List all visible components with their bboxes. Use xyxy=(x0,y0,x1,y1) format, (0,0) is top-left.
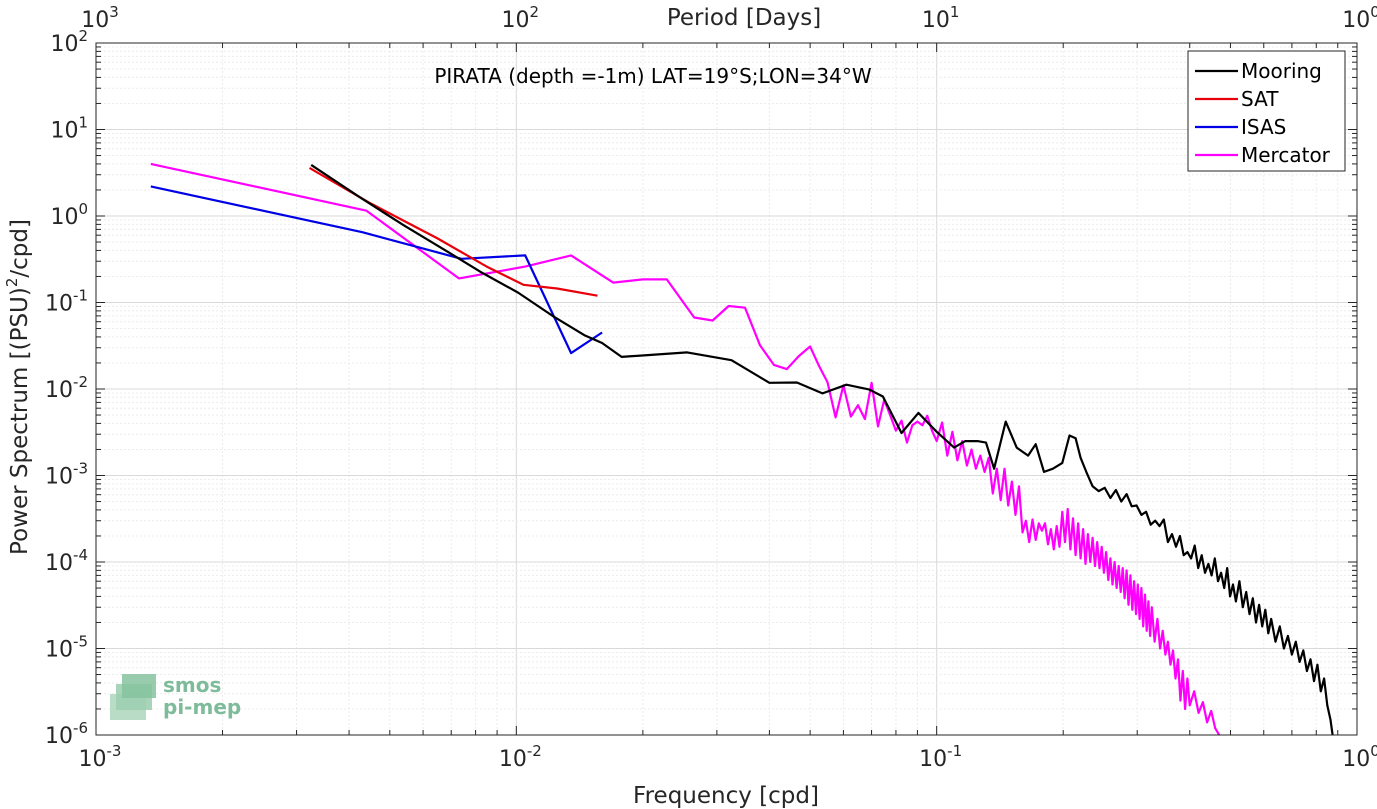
y-tick-label-base: 10 xyxy=(45,724,73,749)
y-tick-label-exp: -2 xyxy=(73,373,88,391)
smos-pi-mep-logo: smos pi-mep xyxy=(110,673,241,720)
top-tick-label: 103 xyxy=(81,3,119,33)
legend-label-sat: SAT xyxy=(1241,87,1279,111)
y-tick-label-exp: -3 xyxy=(73,460,88,478)
top-tick-labels: 103 102 101 100 xyxy=(81,3,1377,33)
x-tick-label-exp: -1 xyxy=(947,742,962,760)
y-tick-label-exp: -4 xyxy=(73,546,88,564)
legend-label-mercator: Mercator xyxy=(1241,143,1331,167)
legend: Mooring SAT ISAS Mercator xyxy=(1187,50,1346,172)
y-axis-label-sup: 2 xyxy=(3,278,21,288)
x-tick-label: 10-1 xyxy=(919,742,962,772)
top-tick-label: 102 xyxy=(502,3,540,33)
series-layer xyxy=(150,162,1334,736)
logo-text-pimep: pi-mep xyxy=(163,695,241,719)
x-tick-label-exp: 0 xyxy=(1370,742,1377,760)
x-tick-label-base: 10 xyxy=(79,747,107,772)
y-tick-label: 10-1 xyxy=(45,287,88,317)
y-tick-label-base: 10 xyxy=(50,205,78,230)
top-tick-label: 101 xyxy=(922,3,960,33)
top-tick-label-exp: 0 xyxy=(1370,3,1377,21)
top-tick-label-exp: 1 xyxy=(950,3,960,21)
top-tick-label-exp: 2 xyxy=(530,3,540,21)
y-tick-label-base: 10 xyxy=(45,378,73,403)
top-tick-label-exp: 3 xyxy=(109,3,119,21)
x-axis-label: Frequency [cpd] xyxy=(633,783,819,809)
y-tick-label: 10-3 xyxy=(45,460,88,490)
y-tick-label-exp: -6 xyxy=(73,719,88,737)
chart-title: PIRATA (depth =-1m) LAT=19°S;LON=34°W xyxy=(434,64,872,88)
y-tick-label: 102 xyxy=(50,27,88,57)
series-line-mercator xyxy=(150,162,1221,736)
tick-marks xyxy=(95,42,1358,736)
y-axis-label-tail: /cpd] xyxy=(7,219,33,278)
y-tick-label: 10-5 xyxy=(45,633,88,663)
x-tick-label-exp: -3 xyxy=(107,742,122,760)
y-tick-label-base: 10 xyxy=(45,638,73,663)
x-tick-labels: 10-3 10-2 10-1 100 xyxy=(79,742,1377,772)
y-tick-label-base: 10 xyxy=(50,32,78,57)
series-line-isas xyxy=(150,185,603,355)
top-tick-label-base: 10 xyxy=(502,8,530,33)
x-tick-label-base: 10 xyxy=(919,747,947,772)
top-tick-label: 100 xyxy=(1342,3,1377,33)
y-tick-label: 10-6 xyxy=(45,719,88,749)
series-line-mooring xyxy=(310,163,1334,736)
y-tick-label-exp: -5 xyxy=(73,633,88,651)
x-tick-label-exp: -2 xyxy=(527,742,542,760)
y-tick-label: 100 xyxy=(50,200,88,230)
y-tick-label-exp: 2 xyxy=(78,27,88,45)
x-tick-label-base: 10 xyxy=(499,747,527,772)
x-tick-label: 10-2 xyxy=(499,742,542,772)
top-tick-label-base: 10 xyxy=(81,8,109,33)
y-axis-label-main: Power Spectrum [(PSU) xyxy=(7,287,33,555)
y-tick-label: 10-4 xyxy=(45,546,88,576)
y-tick-label-exp: -1 xyxy=(73,287,88,305)
logo-text-smos: smos xyxy=(163,673,221,697)
legend-label-isas: ISAS xyxy=(1241,115,1286,139)
x-tick-label: 10-3 xyxy=(79,742,122,772)
y-tick-label-exp: 0 xyxy=(78,200,88,218)
y-tick-label: 10-2 xyxy=(45,373,88,403)
y-axis-label: Power Spectrum [(PSU)2/cpd] xyxy=(3,219,33,555)
legend-label-mooring: Mooring xyxy=(1241,59,1322,83)
x-tick-label: 100 xyxy=(1342,742,1377,772)
y-tick-label: 101 xyxy=(50,114,88,144)
y-tick-label-exp: 1 xyxy=(78,114,88,132)
top-tick-label-base: 10 xyxy=(1342,8,1370,33)
top-tick-label-base: 10 xyxy=(922,8,950,33)
y-tick-label-base: 10 xyxy=(45,551,73,576)
y-tick-label-base: 10 xyxy=(45,465,73,490)
y-tick-label-base: 10 xyxy=(45,292,73,317)
grid xyxy=(96,43,1357,735)
x-tick-label-base: 10 xyxy=(1342,747,1370,772)
legend-items: Mooring SAT ISAS Mercator xyxy=(1195,59,1331,167)
logo-mark xyxy=(122,674,156,698)
top-axis-label: Period [Days] xyxy=(667,5,821,31)
y-tick-label-base: 10 xyxy=(50,119,78,144)
